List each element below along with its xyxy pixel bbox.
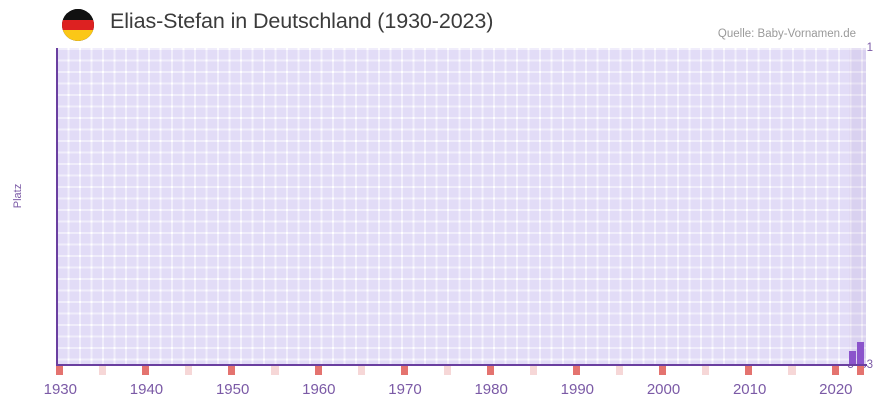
x-tick-1970 xyxy=(400,366,408,375)
chart-header: Elias-Stefan in Deutschland (1930-2023) … xyxy=(0,0,873,44)
x-tick-1975 xyxy=(443,366,451,375)
y-tick-label-top: 1 xyxy=(866,42,873,54)
x-tick-label-2010: 2010 xyxy=(732,381,767,398)
x-tick-2020 xyxy=(831,366,839,375)
flag-band-black xyxy=(62,9,94,20)
x-tick-1965 xyxy=(357,366,365,375)
x-tick-label-1930: 1930 xyxy=(43,381,77,398)
x-tick-2010 xyxy=(745,366,753,375)
german-flag-circle-icon xyxy=(62,9,94,41)
x-tick-label-1950: 1950 xyxy=(215,381,250,398)
y-axis-line xyxy=(56,48,58,366)
x-tick-label-1960: 1960 xyxy=(302,381,336,398)
y-axis-title: Platz xyxy=(12,183,24,209)
x-tick-2000 xyxy=(659,366,667,375)
x-tick-1940 xyxy=(142,366,150,375)
bar-2022[interactable] xyxy=(848,350,856,366)
flag-band-red xyxy=(62,19,94,31)
bar-2023[interactable] xyxy=(857,341,865,366)
x-tick-1950 xyxy=(228,366,236,375)
x-tick-2023 xyxy=(857,366,865,375)
x-tick-label-2000: 2000 xyxy=(646,381,681,398)
recent-period-shading xyxy=(848,48,866,366)
x-tick-1930 xyxy=(56,366,64,375)
x-tick-label-1980: 1980 xyxy=(474,381,508,398)
x-tick-label-1970: 1970 xyxy=(388,381,422,398)
x-tick-1985 xyxy=(529,366,538,375)
x-tick-label-2020: 2020 xyxy=(819,381,853,398)
x-tick-1960 xyxy=(314,366,322,375)
x-tick-1945 xyxy=(185,366,193,375)
x-tick-1935 xyxy=(99,366,107,375)
x-tick-1955 xyxy=(271,366,279,375)
x-tick-1990 xyxy=(573,366,581,375)
x-tick-label-1940: 1940 xyxy=(129,381,164,398)
x-tick-2015 xyxy=(788,366,796,375)
x-tick-1980 xyxy=(486,366,494,375)
chart-source-label: Quelle: Baby-Vornamen.de xyxy=(717,28,856,40)
x-axis-line xyxy=(56,364,867,366)
plot-area xyxy=(56,48,866,366)
x-tick-label-1990: 1990 xyxy=(560,381,595,398)
chart-title: Elias-Stefan in Deutschland (1930-2023) xyxy=(110,9,494,33)
flag-band-gold xyxy=(62,30,94,41)
x-tick-1995 xyxy=(616,366,624,375)
x-tick-2005 xyxy=(702,366,710,375)
